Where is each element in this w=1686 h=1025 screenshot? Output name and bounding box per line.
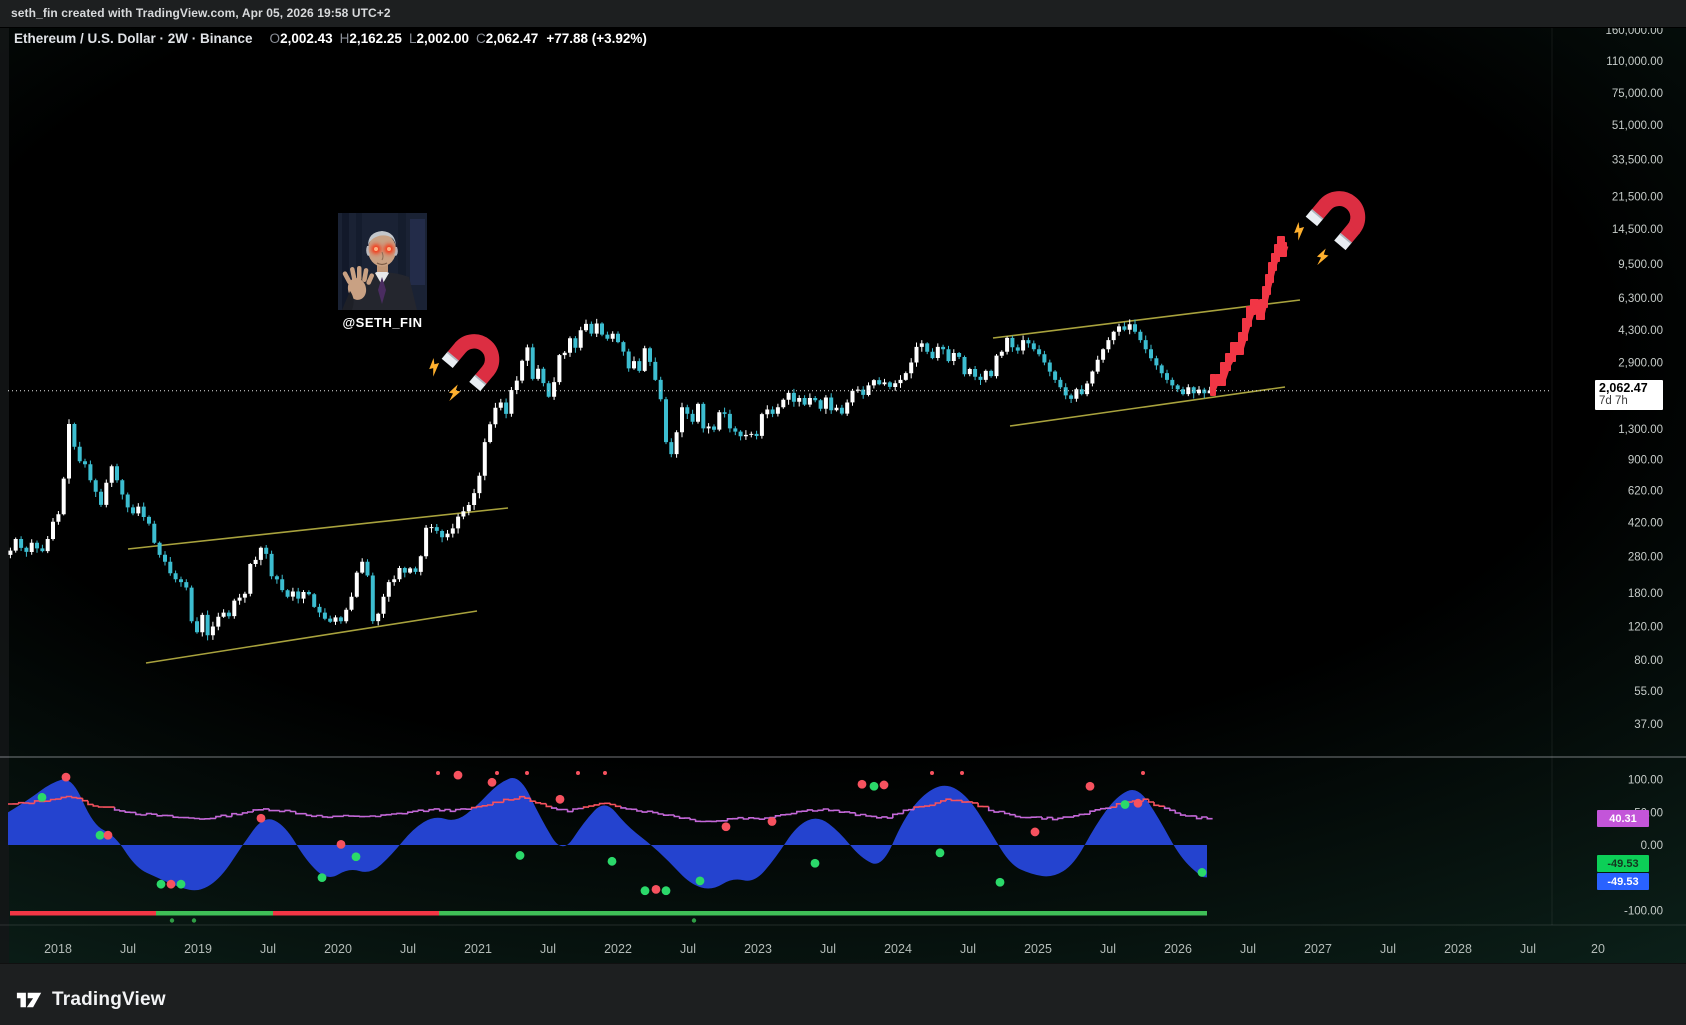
svg-text:2028: 2028 <box>1444 942 1472 956</box>
svg-text:Jul: Jul <box>260 942 276 956</box>
svg-text:Jul: Jul <box>1240 942 1256 956</box>
svg-text:51,000.00: 51,000.00 <box>1612 120 1663 132</box>
svg-text:9,500.00: 9,500.00 <box>1618 259 1663 271</box>
svg-text:Jul: Jul <box>680 942 696 956</box>
svg-text:21,500.00: 21,500.00 <box>1612 191 1663 203</box>
oscillator-pane[interactable] <box>8 778 1213 891</box>
svg-text:2018: 2018 <box>44 942 72 956</box>
svg-text:2027: 2027 <box>1304 942 1332 956</box>
svg-text:37.00: 37.00 <box>1634 719 1663 731</box>
tradingview-logo-icon <box>16 992 42 1008</box>
svg-text:20: 20 <box>1591 942 1605 956</box>
svg-text:Jul: Jul <box>1520 942 1536 956</box>
time-axis[interactable]: 2018 Jul 2019 Jul 2020 Jul 2021 Jul 2022 Jul 2023 J… <box>44 942 1605 956</box>
svg-text:2,900.00: 2,900.00 <box>1618 357 1663 369</box>
svg-text:2022: 2022 <box>604 942 632 956</box>
spark-icon <box>1313 247 1331 272</box>
symbol-title[interactable]: Ethereum / U.S. Dollar · 2W · Binance <box>14 31 253 46</box>
powell-meme-image[interactable]: @SETH_FIN <box>338 213 427 335</box>
price-axis[interactable]: 160,000.00 110,000.00 75,000.00 51,000.00 33… <box>1605 25 1663 731</box>
svg-text:Jul: Jul <box>120 942 136 956</box>
candlestick-series[interactable] <box>8 318 1212 641</box>
oscillator-value-badge: 40.31 <box>1597 810 1649 827</box>
trend-strength-bar <box>10 911 1207 916</box>
low-label: L <box>408 31 417 46</box>
signal-line-low <box>113 806 1213 823</box>
svg-text:620.00: 620.00 <box>1628 485 1663 497</box>
symbol-header[interactable]: Ethereum / U.S. Dollar · 2W · Binance O2,… <box>14 31 647 46</box>
svg-text:2024: 2024 <box>884 942 912 956</box>
projection-drawing[interactable] <box>1210 236 1289 396</box>
trendline-drawings[interactable] <box>127 299 1301 664</box>
signal-line-high <box>8 795 1165 810</box>
svg-text:110,000.00: 110,000.00 <box>1606 56 1663 68</box>
svg-text:33,500.00: 33,500.00 <box>1612 155 1663 167</box>
svg-text:75,000.00: 75,000.00 <box>1612 88 1663 100</box>
svg-text:2026: 2026 <box>1164 942 1192 956</box>
svg-text:900.00: 900.00 <box>1628 454 1663 466</box>
magnet-icon[interactable] <box>1305 190 1367 252</box>
svg-text:Jul: Jul <box>960 942 976 956</box>
attribution-bar: seth_fin created with TradingView.com, A… <box>0 0 1686 28</box>
oscillator-value-badge: -49.53 <box>1597 855 1649 872</box>
svg-text:2023: 2023 <box>744 942 772 956</box>
chart-background <box>0 27 1686 964</box>
svg-text:55.00: 55.00 <box>1634 686 1663 698</box>
last-price-value: 2,062.47 <box>1599 381 1648 395</box>
svg-text:Jul: Jul <box>1380 942 1396 956</box>
svg-text:80.00: 80.00 <box>1634 655 1663 667</box>
open-value: 2,002.43 <box>280 31 333 46</box>
raised-hand <box>342 266 375 300</box>
change-value: +77.88 (+3.92%) <box>546 31 647 46</box>
high-value: 2,162.25 <box>349 31 402 46</box>
svg-text:Jul: Jul <box>400 942 416 956</box>
svg-text:14,500.00: 14,500.00 <box>1612 224 1663 236</box>
close-label: C <box>476 31 486 46</box>
tradingview-logo[interactable]: TradingView <box>16 989 166 1011</box>
svg-text:1,300.00: 1,300.00 <box>1618 424 1663 436</box>
svg-text:420.00: 420.00 <box>1628 518 1663 530</box>
open-label: O <box>269 31 281 46</box>
svg-text:6,300.00: 6,300.00 <box>1618 293 1663 305</box>
oscillator-axis[interactable]: 100.0050.000.00-100.00 <box>1624 775 1663 918</box>
powell-portrait <box>338 213 427 310</box>
magnet-icon[interactable] <box>441 333 501 393</box>
high-label: H <box>339 31 350 46</box>
laser-eyes <box>371 244 394 254</box>
svg-text:120.00: 120.00 <box>1628 622 1663 634</box>
spark-icon <box>1290 221 1309 247</box>
svg-text:2025: 2025 <box>1024 942 1052 956</box>
last-price-label: 2,062.47 7d 7h <box>1595 380 1663 410</box>
svg-text:2020: 2020 <box>324 942 352 956</box>
svg-text:160,000.00: 160,000.00 <box>1605 25 1663 37</box>
svg-text:2019: 2019 <box>184 942 212 956</box>
svg-text:280.00: 280.00 <box>1628 551 1663 563</box>
bottom-toolbar: TradingView <box>0 963 1686 1025</box>
low-value: 2,002.00 <box>416 31 470 46</box>
svg-text:-100.00: -100.00 <box>1624 905 1663 917</box>
attribution-text: seth_fin created with TradingView.com, A… <box>11 6 391 20</box>
signal-dots <box>37 770 1207 923</box>
close-value: 2,062.47 <box>485 31 539 46</box>
oscillator-value-badge: -49.53 <box>1597 873 1649 890</box>
svg-text:180.00: 180.00 <box>1628 588 1663 600</box>
svg-text:Jul: Jul <box>820 942 836 956</box>
watermark-handle: @SETH_FIN <box>338 310 427 335</box>
bar-countdown: 7d 7h <box>1599 395 1628 407</box>
spark-icon <box>425 357 444 383</box>
svg-text:2021: 2021 <box>464 942 492 956</box>
svg-text:Jul: Jul <box>1100 942 1116 956</box>
svg-text:0.00: 0.00 <box>1641 840 1663 852</box>
tradingview-logo-text: TradingView <box>52 989 166 1010</box>
spark-icon <box>445 383 463 408</box>
svg-text:4,300.00: 4,300.00 <box>1618 325 1663 337</box>
svg-text:Jul: Jul <box>540 942 556 956</box>
svg-text:100.00: 100.00 <box>1628 775 1663 787</box>
wave-area <box>8 778 1207 891</box>
